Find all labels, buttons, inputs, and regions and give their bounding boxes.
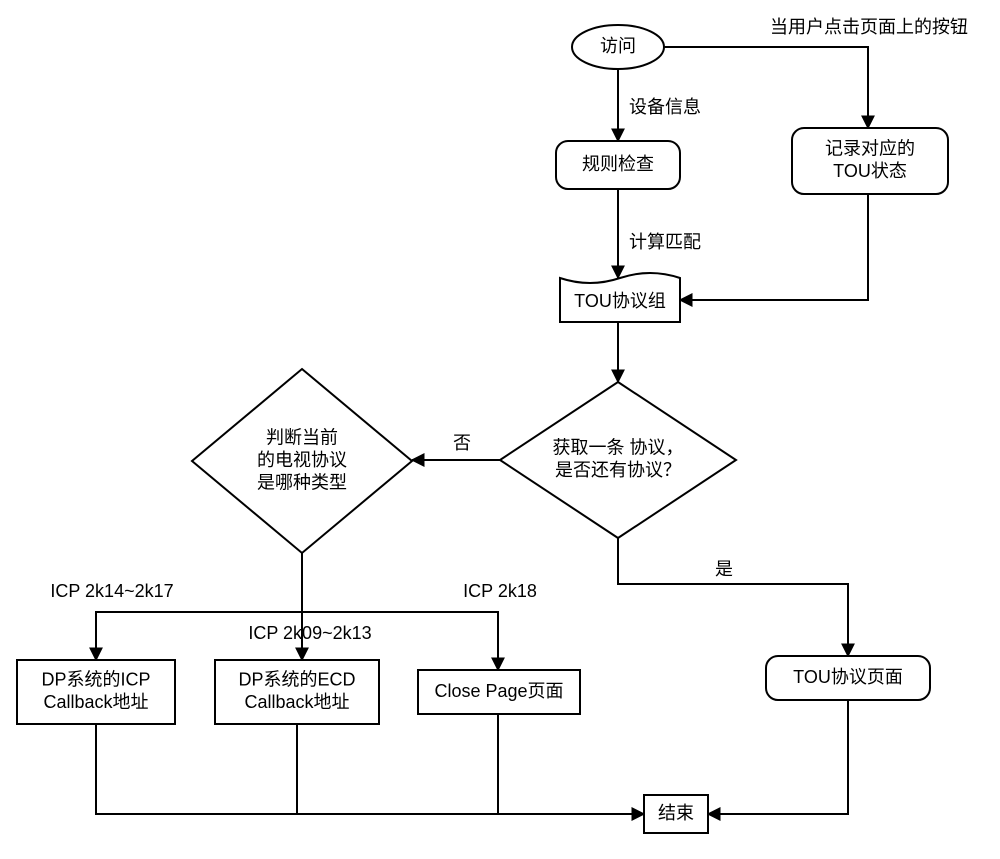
edge-13 [708,700,848,814]
svg-text:获取一条 协议，: 获取一条 协议， [552,438,683,458]
svg-text:TOU协议页面: TOU协议页面 [793,667,903,687]
node-tou_group: TOU协议组 [560,273,680,322]
svg-text:Callback地址: Callback地址 [43,692,148,712]
node-tou_page: TOU协议页面 [766,656,930,700]
edge-label-6: 是 [715,559,733,579]
node-access: 访问 [572,25,664,69]
node-record_tou: 记录对应的TOU状态 [792,128,948,194]
flowchart-canvas: 设备信息 当用户点击页面上的按钮计算匹配否是 ICP 2k14~2k17 ICP 2k… [0,0,1000,859]
svg-text:访问: 访问 [600,36,636,56]
nodes-layer: 访问规则检查记录对应的TOU状态TOU协议组获取一条 协议，是否还有协议？判断当… [17,25,948,833]
svg-text:结束: 结束 [658,803,694,823]
edge-label-5: 否 [453,433,471,453]
svg-text:的电视协议: 的电视协议 [257,450,347,470]
edge-label-7: ICP 2k14~2k17 [50,581,173,601]
edge-7 [96,553,302,660]
svg-text:Callback地址: Callback地址 [244,692,349,712]
svg-text:记录对应的: 记录对应的 [825,139,915,159]
edge-10 [96,724,644,814]
node-get_proto: 获取一条 协议，是否还有协议？ [500,382,736,538]
edge-label-8: ICP 2k09~2k13 [248,623,371,643]
svg-text:是哪种类型: 是哪种类型 [257,472,347,492]
edge-6 [618,538,848,656]
edge-label-1: 当用户点击页面上的按钮 [770,17,968,37]
edge-label-0: 设备信息 [629,97,701,117]
edge-label-9: ICP 2k18 [463,581,537,601]
edge-label-2: 计算匹配 [629,232,701,252]
edge-3 [680,194,868,300]
edge-9 [302,553,498,670]
node-tv_type: 判断当前的电视协议是哪种类型 [192,369,412,553]
node-close_page: Close Page页面 [418,670,580,714]
node-ecd_cb: DP系统的ECDCallback地址 [215,660,379,724]
svg-text:规则检查: 规则检查 [582,154,654,174]
svg-text:DP系统的ICP: DP系统的ICP [41,670,150,690]
svg-text:是否还有协议？: 是否还有协议？ [555,460,681,480]
svg-text:TOU状态: TOU状态 [833,161,907,181]
svg-text:TOU协议组: TOU协议组 [574,291,666,311]
node-rule_check: 规则检查 [556,141,680,189]
node-end: 结束 [644,795,708,833]
svg-text:DP系统的ECD: DP系统的ECD [238,670,355,690]
svg-text:判断当前: 判断当前 [266,427,338,447]
node-icp_cb: DP系统的ICPCallback地址 [17,660,175,724]
svg-text:Close Page页面: Close Page页面 [434,681,563,701]
